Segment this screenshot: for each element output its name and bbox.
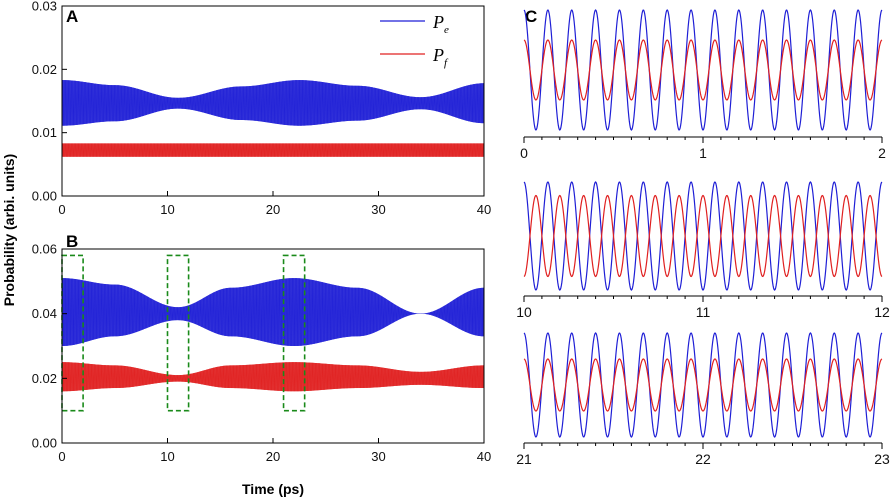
panel-c-sub3-x-tick-label: 23 [874, 451, 890, 467]
y-axis-label: Probability (arbi. units) [1, 154, 17, 306]
panel-a-pe-trace [61, 80, 485, 126]
panel-b-y-ticks: 0.00 0.02 0.04 0.06 [32, 242, 67, 451]
panel-c-sub2-pe-line [523, 181, 883, 291]
panel-b-y-tick-label: 0.06 [32, 242, 57, 257]
panel-c-sub3-x-tick-label: 22 [695, 451, 711, 467]
panel-c-sub3-x-tick-label: 21 [516, 451, 532, 467]
panel-b-y-tick-label: 0.02 [32, 371, 57, 386]
panel-b-x-tick-label: 40 [477, 449, 491, 464]
legend: Pe Pf [380, 12, 449, 69]
panel-a-x-tick-label: 40 [477, 202, 491, 217]
panel-c-sub1-x-tick-label: 0 [520, 145, 528, 161]
panel-a-x-tick-label: 0 [58, 202, 65, 217]
highlight-box-2 [166, 254, 190, 412]
panel-c-subplot-1: 0 1 2 [520, 9, 886, 161]
panel-c-sub3-pf-line [523, 358, 883, 412]
panel-c-sub1-pf-line [523, 39, 883, 101]
panel-b-label: B [66, 232, 78, 251]
panel-b-x-tick-label: 30 [371, 449, 385, 464]
panel-a-y-tick-label: 0.01 [32, 125, 57, 140]
panel-c-label: C [525, 7, 537, 26]
legend-label-pe: Pe [432, 12, 449, 36]
panel-c-subplot-2: 10 11 12 [516, 181, 890, 320]
panel-c-sub2-pf-line [523, 194, 883, 278]
panel-a-x-ticks: 0 10 20 30 40 [58, 191, 491, 217]
legend-label-pf: Pf [432, 45, 449, 69]
panel-c-sub1-pe-line [523, 9, 883, 131]
panel-a-x-tick-label: 10 [160, 202, 174, 217]
panel-b-pe-trace [61, 278, 485, 347]
panel-b-x-tick-label: 10 [160, 449, 174, 464]
panel-a-y-tick-label: 0.03 [32, 0, 57, 14]
panel-c-sub2-x-tick-label: 10 [516, 304, 532, 320]
panel-a-plot [61, 80, 485, 157]
panel-c-sub2-x-tick-label: 11 [696, 304, 711, 320]
panel-c-sub1-x-tick-label: 2 [878, 145, 886, 161]
panel-a-x-tick-label: 30 [371, 202, 385, 217]
panel-a-y-ticks: 0.00 0.01 0.02 0.03 [32, 0, 67, 204]
panel-a-pf-trace [61, 143, 485, 157]
x-axis-label: Time (ps) [242, 481, 304, 497]
highlight-box-3 [282, 254, 306, 412]
panel-b-frame [61, 248, 485, 444]
panel-a-y-tick-label: 0.02 [32, 62, 57, 77]
panel-b-plot [61, 278, 485, 392]
panel-b-pf-trace [61, 362, 485, 392]
panel-c-sub2-x-tick-label: 12 [874, 304, 890, 320]
panel-b: B 0 10 20 30 40 0.00 0.02 0.04 0.06 [32, 232, 492, 464]
panel-c-subplot-3: 21 22 23 [516, 332, 890, 467]
panel-b-x-tick-label: 20 [266, 449, 280, 464]
panel-b-highlight-boxes [61, 254, 306, 412]
panel-a: A 0 10 20 30 40 0.00 0.01 0.02 0.03 [32, 0, 492, 217]
panel-c-sub3-pe-line [523, 332, 883, 438]
panel-b-y-tick-label: 0.00 [32, 436, 57, 451]
panel-b-x-ticks: 0 10 20 30 40 [58, 438, 491, 464]
panel-c-sub1-x-tick-label: 1 [699, 145, 707, 161]
panel-a-label: A [66, 7, 78, 26]
panel-a-x-tick-label: 20 [266, 202, 280, 217]
panel-b-y-tick-label: 0.04 [32, 306, 57, 321]
panel-b-x-tick-label: 0 [58, 449, 65, 464]
panel-a-y-tick-label: 0.00 [32, 189, 57, 204]
